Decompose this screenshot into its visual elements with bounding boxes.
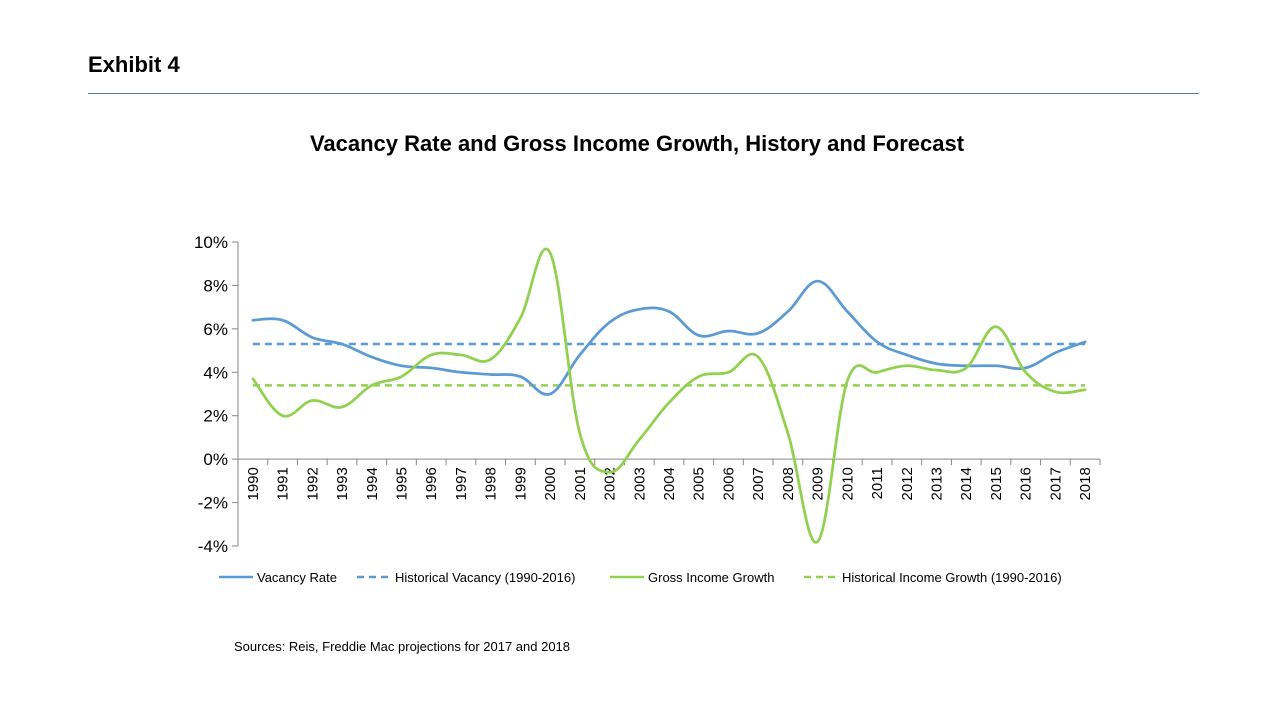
- x-tick-label: 1995: [393, 467, 410, 500]
- x-tick-label: 2006: [720, 467, 737, 500]
- legend-label: Historical Income Growth (1990-2016): [842, 570, 1062, 585]
- series-vacancy-rate: [251, 279, 1087, 396]
- y-tick-label: 4%: [203, 363, 228, 382]
- y-tick-label: -4%: [198, 537, 228, 556]
- x-tick-label: 2000: [542, 467, 559, 500]
- x-tick-label: 1992: [304, 467, 321, 500]
- x-tick-label: 2007: [750, 467, 767, 500]
- x-tick-label: 2012: [899, 467, 916, 500]
- legend-label: Vacancy Rate: [257, 570, 337, 585]
- legend-label: Gross Income Growth: [648, 570, 774, 585]
- x-tick-label: 1993: [334, 467, 351, 500]
- x-tick-label: 2009: [810, 467, 827, 500]
- x-tick-label: 1998: [483, 467, 500, 500]
- y-tick-label: 8%: [203, 276, 228, 295]
- series-gross-income-growth: [251, 247, 1087, 544]
- x-tick-label: 2003: [631, 467, 648, 500]
- x-tick-label: 1991: [275, 467, 292, 500]
- x-tick-label: 2008: [780, 467, 797, 500]
- x-tick-label: 2017: [1047, 467, 1064, 500]
- x-tick-label: 2010: [839, 467, 856, 500]
- series-lines: [251, 247, 1087, 544]
- legend-label: Historical Vacancy (1990-2016): [395, 570, 575, 585]
- y-tick-label: 0%: [203, 450, 228, 469]
- x-tick-label: 2001: [572, 467, 589, 500]
- chart-axes: -4% -2% 0% 2% 4% 6% 8% 10% 1990 1991 1992 1993 1994 1…: [194, 233, 1101, 556]
- x-tick-label: 2015: [988, 467, 1005, 500]
- source-note: Sources: Reis, Freddie Mac projections f…: [234, 639, 571, 654]
- x-tick-label: 2005: [691, 467, 708, 500]
- x-tick-label: 1994: [364, 467, 381, 500]
- x-tick-label: 1996: [423, 467, 440, 500]
- x-tick-label: 2011: [869, 467, 886, 499]
- y-tick-label: -2%: [198, 494, 228, 513]
- chart-title: Vacancy Rate and Gross Income Growth, Hi…: [310, 131, 965, 156]
- x-tick-label: 1997: [453, 467, 470, 500]
- x-tick-label: 1999: [512, 467, 529, 500]
- chart-legend: Vacancy Rate Historical Vacancy (1990-201…: [219, 570, 1062, 585]
- x-tick-label: 2014: [958, 467, 975, 500]
- y-tick-label: 6%: [203, 320, 228, 339]
- y-tick-label: 10%: [194, 233, 228, 252]
- x-tick-label: 2018: [1077, 467, 1094, 500]
- x-tick-label: 2004: [661, 467, 678, 500]
- reference-lines: [252, 342, 1086, 387]
- x-tick-label: 2002: [602, 467, 619, 500]
- y-tick-label: 2%: [203, 407, 228, 426]
- exhibit-label: Exhibit 4: [88, 52, 180, 77]
- x-tick-label: 1990: [245, 467, 262, 500]
- header-divider: [88, 93, 1199, 94]
- x-tick-label: 2013: [929, 467, 946, 500]
- x-tick-label: 2016: [1018, 467, 1035, 500]
